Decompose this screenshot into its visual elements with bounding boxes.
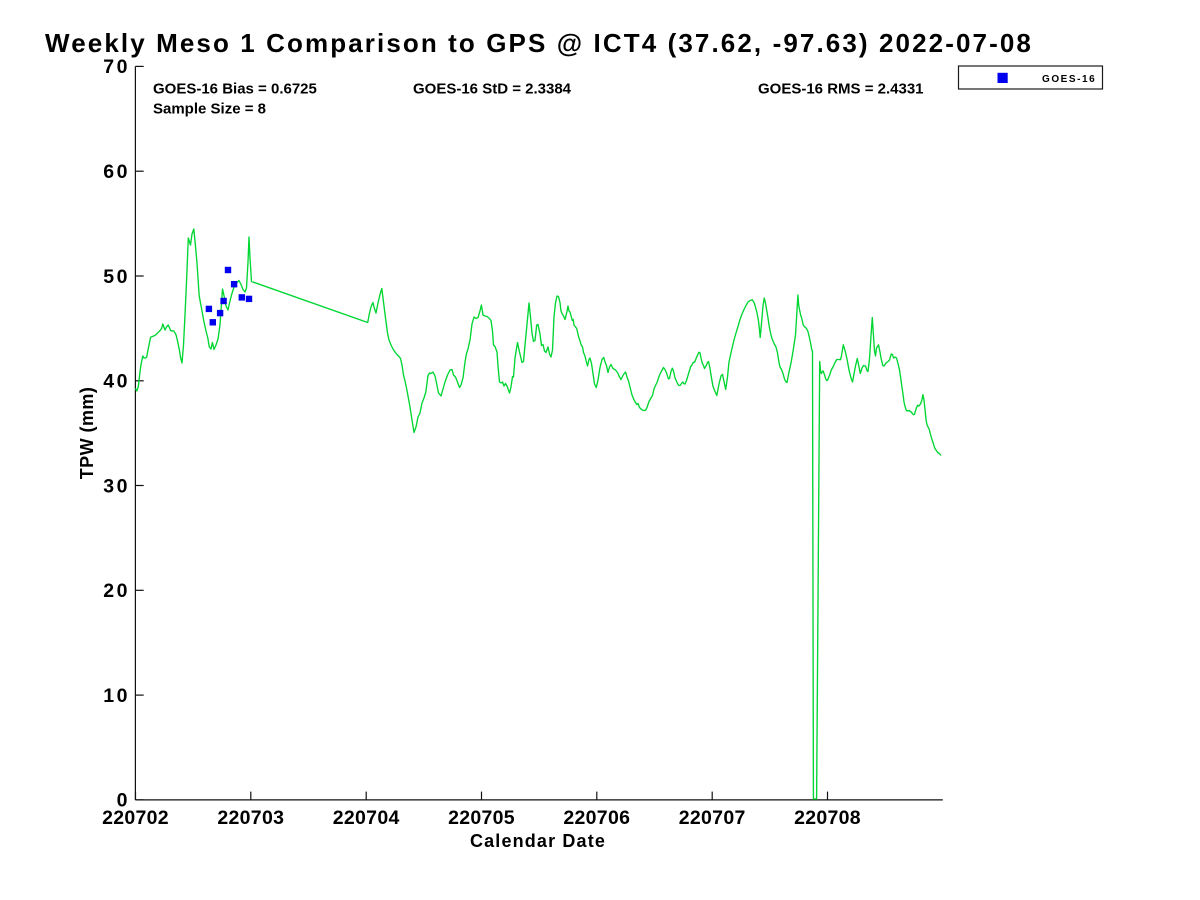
svg-text:220706: 220706: [563, 807, 630, 829]
svg-text:220707: 220707: [679, 807, 746, 829]
svg-text:220705: 220705: [448, 807, 515, 829]
svg-text:40: 40: [103, 371, 130, 393]
svg-text:GOES-16 StD = 2.3384: GOES-16 StD = 2.3384: [413, 81, 572, 98]
svg-text:50: 50: [103, 266, 130, 288]
svg-text:30: 30: [103, 475, 130, 497]
svg-text:60: 60: [103, 161, 130, 183]
svg-text:Calendar Date: Calendar Date: [470, 831, 606, 851]
svg-text:Sample Size = 8: Sample Size = 8: [153, 101, 266, 118]
svg-text:20: 20: [103, 580, 130, 602]
svg-text:70: 70: [103, 56, 130, 78]
svg-text:10: 10: [103, 685, 130, 707]
svg-text:GOES-16 RMS = 2.4331: GOES-16 RMS = 2.4331: [758, 81, 924, 98]
svg-text:GOES-16 Bias = 0.6725: GOES-16 Bias = 0.6725: [153, 81, 317, 98]
svg-text:Weekly Meso 1 Comparison to GP: Weekly Meso 1 Comparison to GPS @ ICT4 (…: [45, 28, 1033, 58]
svg-text:220704: 220704: [333, 807, 400, 829]
svg-text:TPW (mm): TPW (mm): [77, 387, 97, 480]
svg-text:220708: 220708: [794, 807, 861, 829]
svg-text:0: 0: [117, 790, 130, 812]
svg-text:GOES-16: GOES-16: [1042, 74, 1096, 85]
svg-text:220703: 220703: [217, 807, 284, 829]
svg-text:220702: 220702: [102, 807, 169, 829]
